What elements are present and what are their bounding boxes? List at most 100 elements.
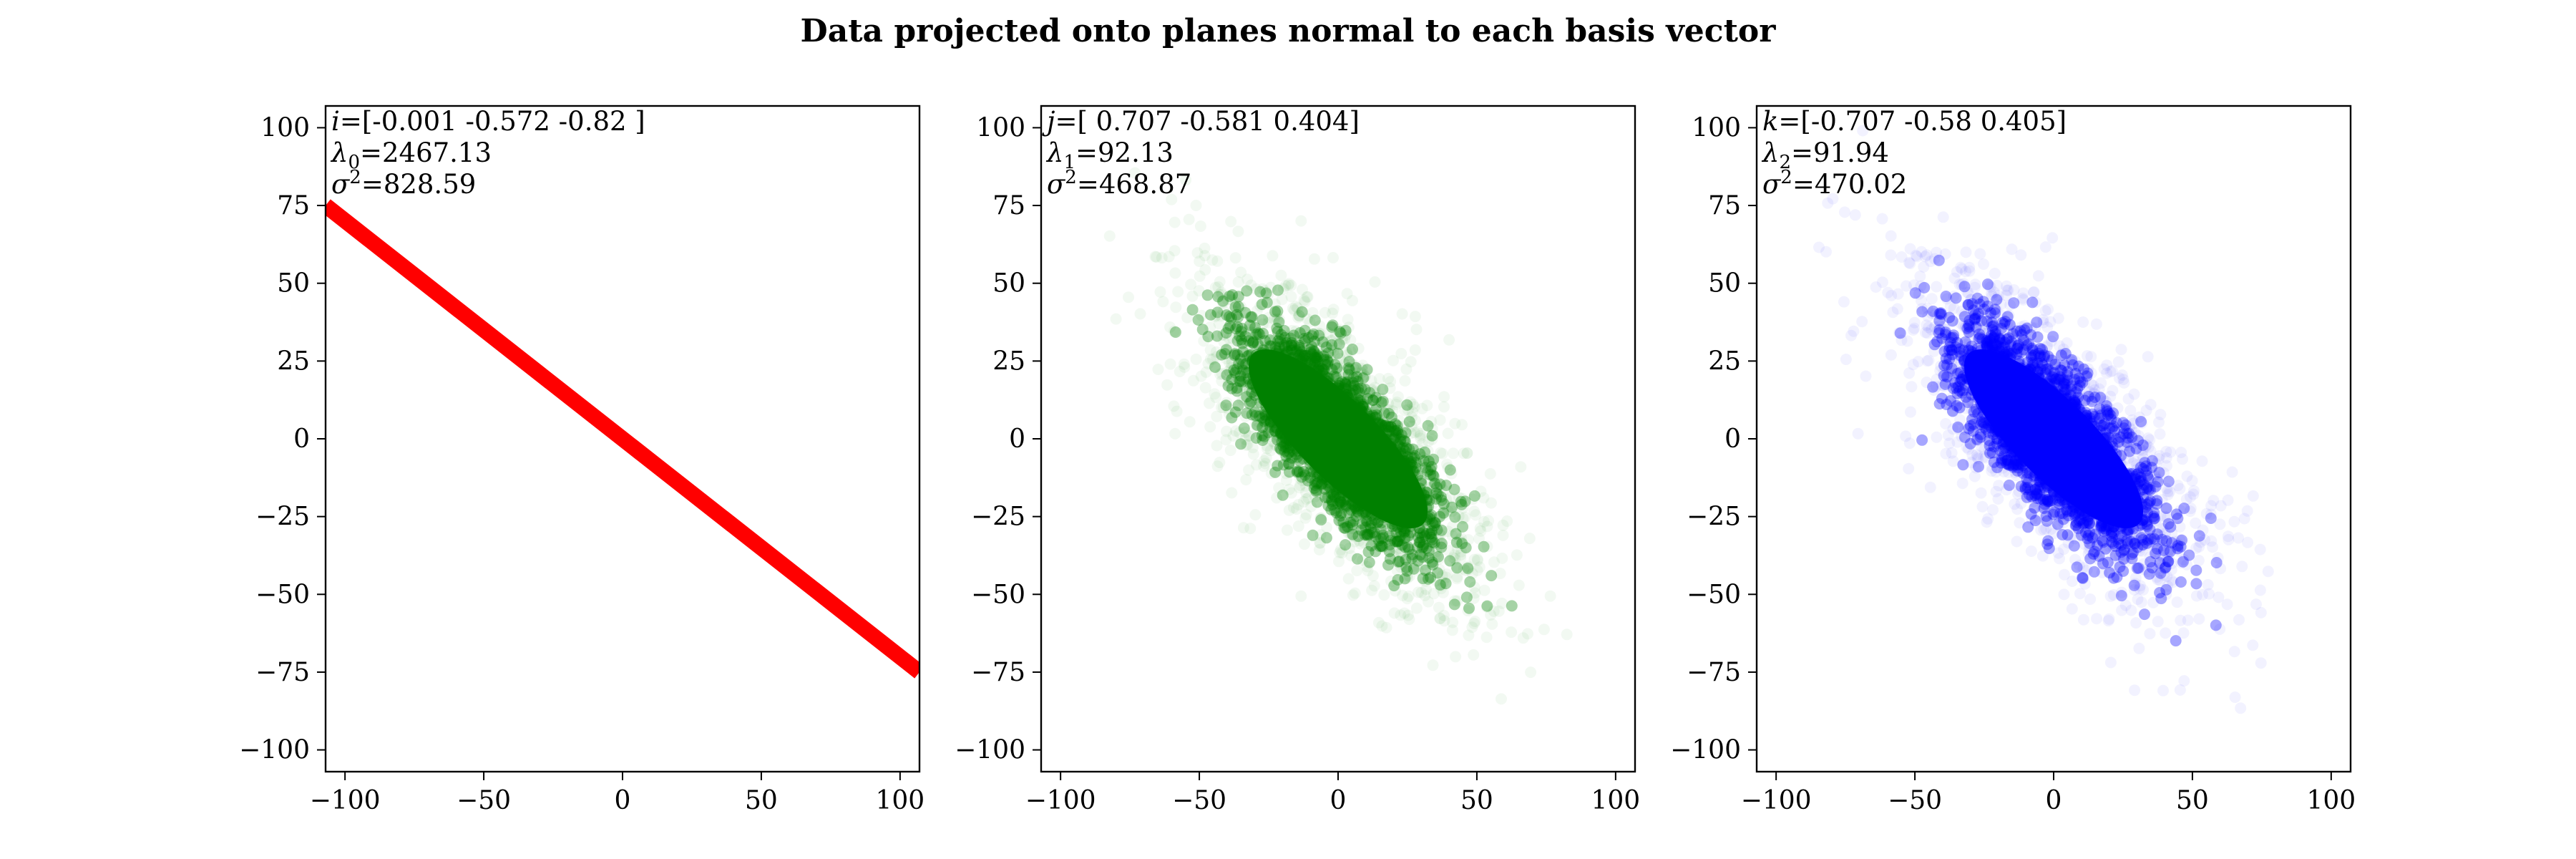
scatter-point — [1302, 291, 1314, 303]
scatter-point — [1224, 445, 1236, 457]
scatter-point — [1149, 251, 1161, 263]
scatter-point — [1435, 538, 1448, 550]
scatter-point — [1377, 532, 1390, 544]
scatter-point — [1416, 541, 1428, 553]
scatter-point — [1345, 528, 1357, 540]
scatter-point — [1337, 495, 1350, 508]
scatter-point — [1274, 341, 1285, 353]
scatter-point — [1325, 495, 1337, 507]
scatter-point — [1968, 426, 1980, 438]
scatter-point — [2094, 394, 2106, 406]
scatter-point — [1446, 530, 1458, 541]
scatter-point — [2116, 604, 2128, 616]
scatter-point — [2140, 404, 2152, 417]
scatter-point — [1454, 534, 1465, 546]
scatter-point — [1294, 344, 1305, 356]
scatter-point — [1313, 544, 1325, 555]
scatter-point — [1314, 537, 1326, 549]
scatter-point — [1309, 351, 1322, 364]
scatter-point — [2129, 572, 2142, 584]
scatter-point — [1375, 397, 1387, 409]
scatter-point — [1311, 496, 1323, 508]
scatter-point — [1315, 362, 1327, 374]
scatter-point — [1224, 290, 1236, 302]
scatter-point — [1382, 419, 1395, 431]
plot-area — [326, 199, 919, 679]
scatter-point — [1326, 500, 1338, 512]
scatter-point — [1936, 308, 1948, 320]
y-tick-label: −25 — [255, 503, 310, 532]
scatter-point — [1392, 422, 1405, 435]
y-tick-label: 75 — [277, 191, 310, 220]
scatter-point — [1391, 564, 1403, 576]
scatter-point — [1419, 456, 1431, 468]
scatter-point — [1916, 303, 1928, 315]
scatter-point — [1943, 437, 1956, 450]
scatter-point — [1244, 523, 1257, 535]
scatter-point — [1318, 364, 1330, 376]
scatter-point — [1468, 490, 1480, 502]
scatter-point — [1272, 460, 1284, 472]
scatter-point — [1449, 511, 1461, 523]
scatter-point — [1314, 351, 1326, 362]
scatter-point — [1235, 301, 1247, 313]
scatter-point — [1430, 493, 1442, 505]
scatter-point — [1346, 519, 1358, 531]
scatter-point — [1284, 466, 1295, 478]
scatter-point — [1449, 553, 1461, 565]
scatter-point — [1226, 357, 1237, 369]
scatter-cloud — [1813, 125, 2274, 714]
scatter-point — [1908, 279, 1920, 291]
scatter-point — [1403, 571, 1415, 582]
scatter-point — [1285, 291, 1297, 303]
scatter-point — [1396, 558, 1407, 571]
scatter-point — [1246, 313, 1259, 325]
scatter-point — [1349, 384, 1361, 396]
scatter-point — [1352, 375, 1364, 387]
scatter-point — [1457, 520, 1469, 533]
scatter-point — [1415, 586, 1428, 598]
scatter-point — [2035, 492, 2047, 504]
scatter-point — [1288, 329, 1299, 341]
scatter-point — [1285, 339, 1297, 351]
scatter-point — [1234, 370, 1246, 382]
y-tick-label: 75 — [992, 191, 1025, 220]
y-tick-label: 100 — [976, 113, 1025, 142]
scatter-point — [1517, 632, 1529, 644]
scatter-point — [1947, 455, 1959, 467]
scatter-point — [2002, 284, 2014, 296]
scatter-point — [1229, 406, 1241, 418]
scatter-point — [1399, 404, 1410, 417]
scatter-point — [1272, 284, 1284, 296]
scatter-point — [1501, 515, 1513, 527]
scatter-point — [1369, 404, 1380, 416]
scatter-point — [1259, 285, 1271, 297]
scatter-point — [1273, 314, 1285, 326]
scatter-point — [1254, 328, 1266, 340]
scatter-point — [2058, 382, 2070, 393]
scatter-point — [1423, 573, 1435, 585]
scatter-point — [2004, 457, 2016, 469]
scatter-point — [1327, 498, 1339, 510]
scatter-point — [1296, 471, 1308, 483]
scatter-point — [2077, 316, 2089, 328]
scatter-point — [1433, 553, 1445, 565]
scatter-point — [1982, 513, 1994, 525]
scatter-point — [1951, 266, 1963, 278]
scatter-point — [1420, 583, 1432, 596]
scatter-point — [1331, 337, 1343, 349]
scatter-point — [1271, 492, 1283, 504]
scatter-point — [1885, 289, 1898, 301]
scatter-point — [1239, 410, 1252, 422]
scatter-point — [1302, 492, 1314, 504]
scatter-point — [2137, 445, 2149, 457]
scatter-point — [1330, 371, 1342, 383]
scatter-point — [1249, 406, 1261, 418]
scatter-point — [1289, 340, 1301, 352]
scatter-point — [1370, 545, 1382, 558]
scatter-point — [1217, 295, 1229, 307]
scatter-point — [1941, 361, 1952, 374]
scatter-point — [1279, 445, 1291, 457]
scatter-point — [1434, 612, 1446, 624]
